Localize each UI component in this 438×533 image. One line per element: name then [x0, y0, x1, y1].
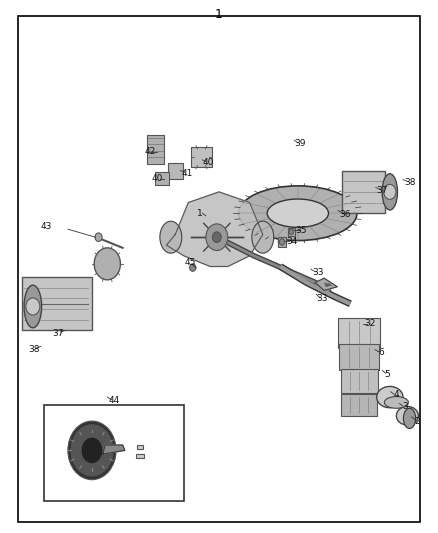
Text: 41: 41 [182, 169, 193, 177]
Text: 40: 40 [203, 158, 214, 167]
Bar [340, 369, 378, 393]
Bar [278, 237, 286, 247]
Text: 37: 37 [377, 186, 388, 195]
Text: 38: 38 [28, 345, 39, 353]
Ellipse shape [160, 221, 182, 253]
Bar [339, 344, 379, 370]
Text: 5: 5 [384, 370, 390, 378]
Text: 40: 40 [152, 174, 163, 183]
Bar [136, 454, 144, 457]
Circle shape [190, 264, 196, 271]
Circle shape [212, 232, 221, 243]
Ellipse shape [377, 386, 403, 408]
Ellipse shape [382, 174, 398, 210]
Text: 45: 45 [185, 259, 196, 267]
Circle shape [26, 298, 40, 315]
Ellipse shape [267, 199, 328, 228]
Circle shape [68, 421, 116, 480]
Circle shape [95, 233, 102, 241]
Text: 1: 1 [215, 8, 223, 21]
Ellipse shape [396, 406, 418, 425]
Bar [155, 172, 169, 185]
Polygon shape [103, 445, 125, 454]
Bar [288, 228, 294, 236]
Ellipse shape [403, 408, 416, 429]
Polygon shape [166, 192, 263, 266]
Circle shape [384, 184, 396, 199]
Text: 42: 42 [144, 148, 155, 156]
Text: 3: 3 [402, 402, 408, 411]
Text: 36: 36 [339, 210, 351, 219]
Text: 34: 34 [286, 237, 297, 246]
Bar [44, 405, 184, 501]
Text: 6: 6 [378, 349, 384, 357]
Circle shape [206, 224, 228, 251]
Text: 35: 35 [296, 226, 307, 235]
Circle shape [71, 425, 113, 476]
Text: 33: 33 [316, 294, 328, 303]
Bar [191, 147, 212, 167]
Ellipse shape [252, 221, 274, 253]
Text: 38: 38 [404, 178, 416, 187]
Text: 32: 32 [364, 319, 375, 328]
Text: 44: 44 [108, 397, 120, 405]
Ellipse shape [239, 186, 357, 240]
Text: 4: 4 [393, 391, 399, 399]
Text: 37: 37 [52, 329, 64, 337]
Text: 43: 43 [40, 222, 52, 231]
Circle shape [289, 229, 293, 235]
Bar [338, 318, 380, 348]
Bar [342, 171, 385, 213]
Ellipse shape [24, 285, 42, 328]
Polygon shape [315, 278, 337, 290]
Bar [147, 134, 164, 164]
Bar [341, 394, 377, 416]
Bar [137, 445, 143, 449]
Text: 39: 39 [294, 140, 306, 148]
Circle shape [81, 437, 103, 464]
Ellipse shape [94, 248, 120, 280]
Text: 1: 1 [197, 209, 203, 217]
Text: 2: 2 [415, 417, 420, 425]
Circle shape [279, 239, 285, 245]
Bar [167, 163, 183, 179]
Text: 33: 33 [312, 269, 323, 277]
Bar [22, 277, 92, 330]
Ellipse shape [384, 397, 408, 408]
